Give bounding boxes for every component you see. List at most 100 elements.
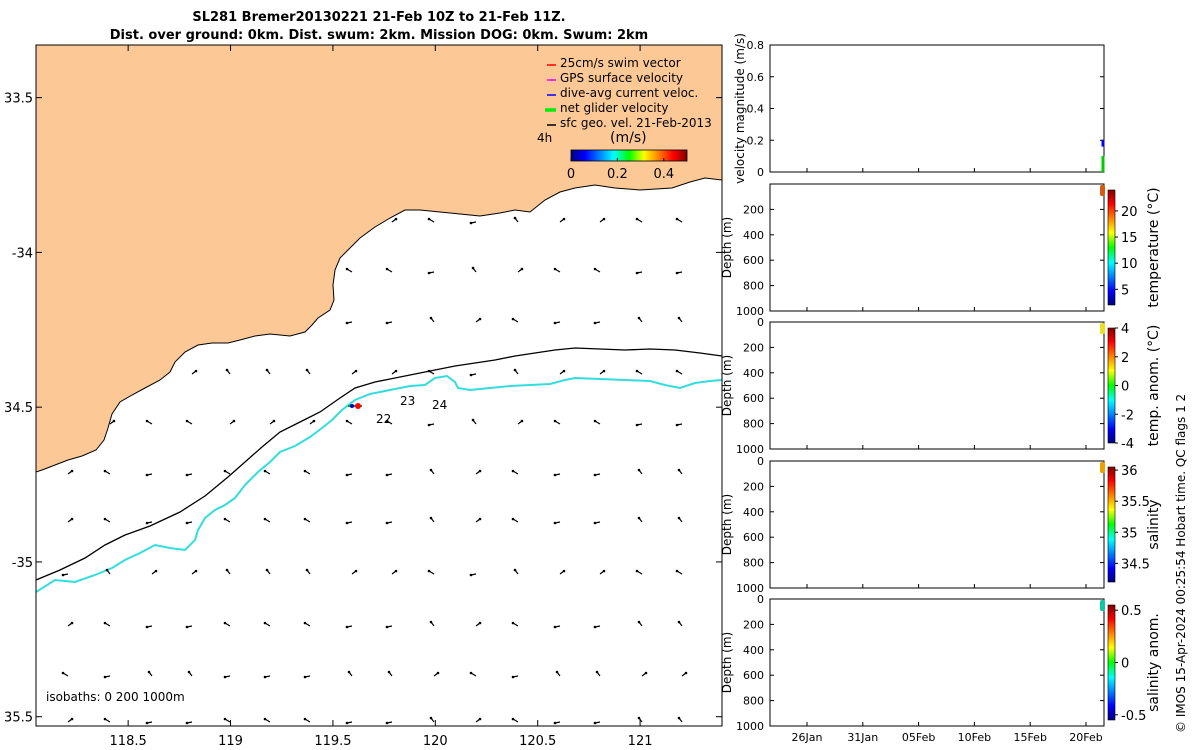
velocity-arrow-head (562, 569, 566, 573)
velocity-arrow-head (147, 670, 151, 674)
panel-ytick-label: 0 (757, 593, 764, 606)
map-axes: 118.5 119 119.5 120 120.5 121 33.5 -34 34.5 -35 35… (4, 45, 722, 749)
velocity-arrow-head (562, 217, 566, 221)
velocity-arrow-head (225, 568, 229, 572)
velocity-arrow-head (185, 625, 189, 629)
velocity-arrow-head (185, 419, 189, 423)
panel-frame (769, 321, 1105, 450)
velocity-arrow-head (637, 516, 641, 520)
velocity-arrow-head (345, 625, 349, 629)
colorbar-tick-label: -0.5 (1121, 709, 1146, 724)
velocity-arrow-head (385, 625, 389, 629)
velocity-arrow-head (347, 670, 351, 674)
velocity-arrow-head (520, 267, 524, 271)
velocity-arrow-head (644, 671, 648, 675)
profile-marker (1100, 323, 1105, 334)
map-panel: 22 23 24 25cm/s swim vector GPS surface … (4, 44, 723, 749)
panel-2: 200 400 600 800 1000 Depth (m) 5 10 15 20 temperat… (720, 183, 1162, 318)
map-ytick-label: 33.5 (4, 92, 33, 107)
panel-ytick-label: 0.2 (747, 134, 765, 147)
velocity-arrow-head (263, 469, 267, 473)
colorbar-tick-label: -4 (1121, 437, 1134, 452)
panel-frame (769, 183, 1105, 312)
svg-text:dive-avg current veloc.: dive-avg current veloc. (560, 86, 698, 100)
velocity-arrow-head (677, 316, 681, 320)
panel-ytick-label: 600 (743, 254, 764, 267)
velocity-arrow-head (305, 568, 309, 572)
velocity-arrow-head (595, 670, 599, 674)
panel-xtick-label: 31Jan (847, 731, 878, 744)
velocity-arrow-head (478, 717, 482, 721)
panel-ytick-label: 400 (743, 229, 764, 242)
velocity-arrow-head (675, 423, 679, 427)
velocity-arrow-head (345, 721, 349, 725)
svg-text:GPS surface velocity: GPS surface velocity (560, 71, 683, 85)
velocity-arrow-head (223, 717, 227, 721)
panel-ytick-label: 0.8 (747, 39, 765, 52)
colorbar-tick-label: 15 (1121, 231, 1138, 246)
panel-colorbar (1107, 466, 1116, 583)
velocity-arrow-head (263, 621, 267, 625)
velocity-arrow-head (145, 521, 149, 525)
velocity-arrow-head (305, 368, 309, 372)
panel-ytick-label: 0 (757, 316, 764, 329)
velocity-arrow-head (303, 469, 307, 473)
velocity-arrow-head (385, 473, 389, 477)
map-xtick-label: 118.5 (110, 734, 147, 749)
velocity-arrow-head (103, 517, 107, 521)
velocity-arrow-head (511, 317, 515, 321)
panel-ytick-label: 1000 (736, 720, 764, 733)
velocity-arrow-head (478, 621, 482, 625)
velocity-arrow-head (263, 517, 267, 521)
velocity-arrow-head (427, 423, 431, 427)
velocity-arrow-head (593, 625, 597, 629)
colorbar-tick-label: 5 (1121, 283, 1129, 298)
panel-colorbar (1107, 189, 1116, 306)
panel-ytick-label: 400 (743, 367, 764, 380)
panel-ylabel: velocity magnitude (m/s) (733, 33, 747, 184)
map-title-line2: Dist. over ground: 0km. Dist. swum: 2km.… (109, 28, 649, 43)
velocity-arrow-head (345, 419, 349, 423)
panel-ytick-label: 0.4 (747, 103, 765, 116)
map-ytick-label: 35.5 (4, 711, 33, 726)
velocity-arrow-head (385, 521, 389, 525)
colorbar-tick-label: 0 (1121, 657, 1129, 672)
velocity-arrow-head (194, 369, 198, 373)
velocity-arrow-head (345, 321, 349, 325)
glider-position-marker (348, 403, 362, 409)
profile-marker (1100, 462, 1105, 473)
velocity-arrow-head (427, 569, 431, 573)
velocity-arrow-head (553, 721, 557, 725)
colorbar-tick-label: 36 (1121, 464, 1138, 479)
velocity-arrow-head (103, 717, 107, 721)
isobath-1000m (36, 374, 722, 593)
velocity-arrow-head (303, 675, 307, 679)
velocity-arrow-head (635, 423, 639, 427)
velocity-arrow-head (185, 473, 189, 477)
velocity-arrow-head (553, 267, 557, 271)
velocity-arrow-head (70, 517, 74, 521)
svg-text:net glider velocity: net glider velocity (560, 101, 668, 115)
velocity-arrow-head (677, 716, 681, 720)
map-colorbar-unit: (m/s) (610, 130, 647, 146)
velocity-arrow-head (112, 419, 116, 423)
panel-ytick-label: 0 (757, 166, 764, 179)
panel-ytick-label: 600 (743, 669, 764, 682)
profile-marker (1100, 600, 1105, 611)
velocity-arrow-head (427, 217, 431, 221)
map-xtick-label: 119 (218, 734, 243, 749)
velocity-arrow-head (677, 516, 681, 520)
profile-marker (1100, 185, 1105, 196)
velocity-arrow-head (232, 419, 236, 423)
surface-geostrophic-vectors (61, 216, 688, 725)
svg-text:sfc geo. vel. 21-Feb-2013: sfc geo. vel. 21-Feb-2013 (560, 116, 712, 130)
panel-ytick-label: 600 (743, 392, 764, 405)
velocity-arrow-head (345, 267, 349, 271)
panel-4: 0 200 400 600 800 1000 Depth (m) 34.5 35 35.5 36 sa… (720, 455, 1162, 595)
map-title-line1: SL281 Bremer20130221 21-Feb 10Z to 21-Fe… (192, 10, 566, 25)
map-colorbar-ticks: 0 0.2 0.4 (567, 158, 674, 182)
velocity-arrow-head (675, 569, 679, 573)
velocity-arrow-head (185, 721, 189, 725)
panel-ytick-label: 200 (743, 618, 764, 631)
